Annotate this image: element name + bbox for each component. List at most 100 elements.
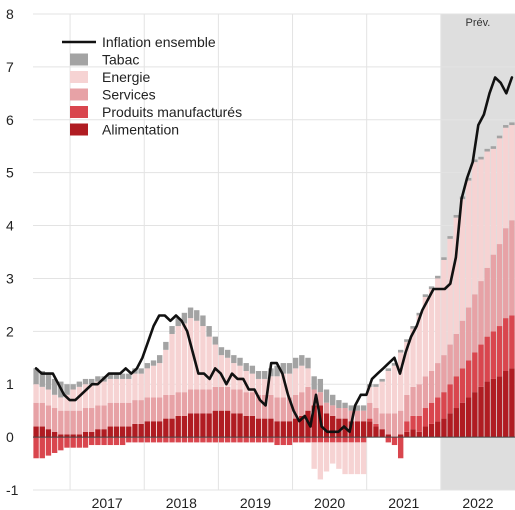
bar-segment-services [354,410,361,422]
bar-segment-services [391,413,398,438]
bar-segment-produits-manufactur-s [218,437,225,443]
bar-segment-services [95,405,101,430]
bar-segment-tabac [274,365,280,377]
bar-segment-energie [262,378,268,395]
bar-segment-energie [95,381,101,406]
bar-segment-tabac [262,371,268,379]
bar-segment-produits-manufactur-s [107,437,113,446]
bar-segment-tabac [286,363,293,374]
bar-segment-services [212,386,218,411]
bar-segment-services [336,408,342,419]
y-tick-labels: -1 0 1 2 3 4 5 6 7 8 [6,6,19,498]
bar-segment-energie [410,328,416,387]
bar-segment-tabac [342,402,348,409]
bar-segment-alimentation [422,426,429,438]
bar-segment-energie [274,376,280,398]
bar-segment-services [305,386,311,411]
bar-segment-services [441,355,447,393]
bar-segment-produits-manufactur-s [342,437,348,443]
bar-segment-alimentation [64,434,70,438]
bar-segment-services [249,392,256,416]
bar-segment-services [231,389,237,414]
y-tick-label: 6 [6,112,14,128]
bar-segment-tabac [231,355,237,364]
bar-segment-alimentation [119,426,126,438]
bar-segment-alimentation [89,431,95,438]
bar-segment-produits-manufactur-s [496,326,503,377]
bar-segment-alimentation [243,415,249,438]
bar-segment-alimentation [478,386,484,438]
legend-label-tabac: Tabac [102,52,139,68]
bar-segment-alimentation [441,418,447,438]
bar-segment-alimentation [428,423,435,438]
bar-segment-tabac [447,236,453,239]
bar-segment-services [255,394,262,419]
bar-segment-alimentation [76,434,83,438]
bar-segment-produits-manufactur-s [447,384,453,414]
bar-segment-services [472,294,478,353]
bar-segment-produits-manufactur-s [336,437,342,443]
bar-segment-produits-manufactur-s [237,437,243,443]
bar-segment-alimentation [503,371,509,438]
bar-segment-energie [82,384,89,409]
bar-segment-produits-manufactur-s [391,437,398,446]
bar-segment-alimentation [373,426,379,438]
legend-swatch-energie [70,71,88,83]
bar-segment-services [410,386,416,416]
bar-segment-energie [428,289,435,371]
bar-segment-produits-manufactur-s [472,352,478,393]
bar-segment-energie [150,365,157,398]
bar-segment-energie [385,371,392,414]
bar-segment-energie [391,365,398,414]
bar-segment-energie [138,373,144,401]
bar-segment-tabac [138,368,144,374]
bar-segment-services [262,394,268,419]
legend-label-energie: Energie [102,69,150,85]
bar-segment-tabac [113,373,120,379]
bar-segment-alimentation [156,421,163,438]
bar-segment-services [385,413,392,435]
bar-segment-produits-manufactur-s [249,437,256,443]
bar-segment-tabac [404,339,410,342]
bar-segment-energie [435,278,441,364]
x-tick-label: 2021 [388,495,419,510]
bar-segment-services [299,392,305,416]
bar-segment-services [360,410,367,422]
bar-segment-energie [206,336,212,390]
bar-segment-services [70,410,76,435]
bar-segment-energie [107,378,113,403]
bar-segment-energie [224,357,231,387]
bar-segment-produits-manufactur-s [33,437,39,459]
bar-segment-alimentation [496,376,503,438]
legend-label-produits-manufactur-s: Produits manufacturés [102,104,242,120]
bar-segment-tabac [391,363,398,366]
bar-segment-services [286,397,293,422]
bar-segment-alimentation [206,413,212,438]
bar-segment-alimentation [453,408,459,438]
bar-segment-energie [330,442,336,464]
bar-segment-produits-manufactur-s [39,437,45,459]
bar-segment-energie [268,376,274,395]
bar-segment-services [373,408,379,424]
x-tick-label: 2020 [314,495,345,510]
bar-segment-tabac [354,405,361,411]
bar-segment-energie [336,442,342,469]
bar-segment-services [101,405,107,430]
bar-segment-alimentation [330,415,336,438]
bar-segment-tabac [280,363,286,374]
bar-segment-energie [76,386,83,411]
bar-segment-energie [212,344,218,387]
inflation-line [34,76,514,434]
bar-segment-produits-manufactur-s [280,437,286,446]
bar-segment-tabac [237,357,243,366]
bar-segment-services [342,408,348,419]
bar-segment-alimentation [224,410,231,438]
bar-segment-tabac [496,135,503,139]
bar-segment-tabac [175,318,181,327]
bar-segment-tabac [416,312,422,316]
bar-segment-tabac [144,363,151,369]
x-tick-label: 2017 [92,495,123,510]
bar-segment-services [206,389,212,414]
bar-segment-energie [64,394,70,411]
